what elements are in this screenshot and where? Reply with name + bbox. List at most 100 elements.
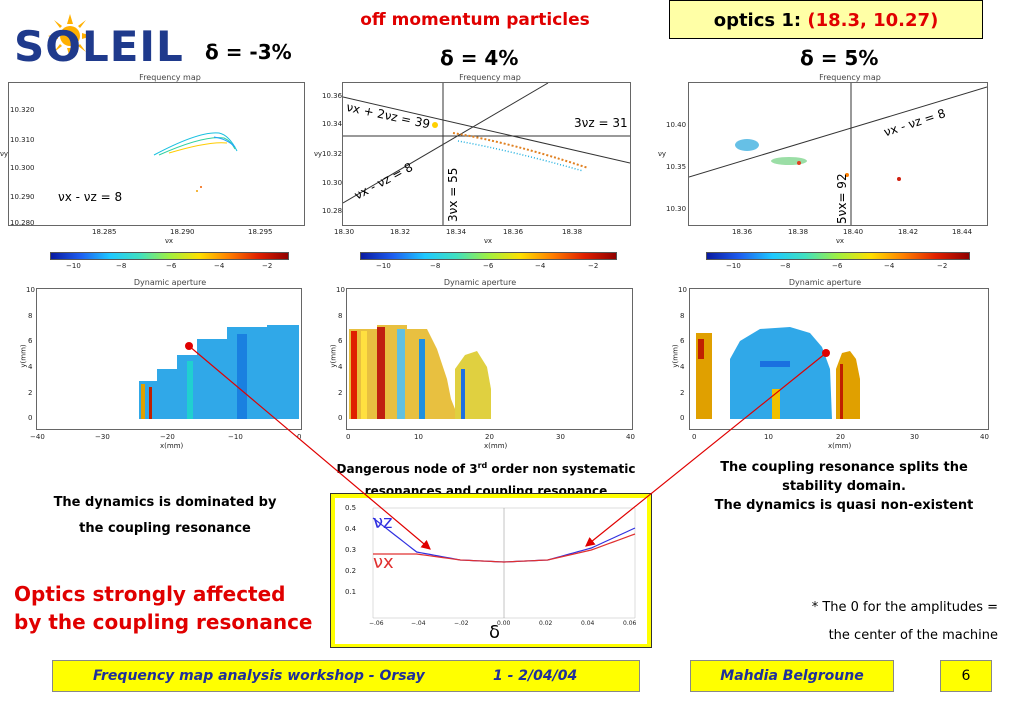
left-caption-line2: the coupling resonance bbox=[79, 521, 251, 536]
da3-ytick: 8 bbox=[680, 312, 685, 320]
fmap3-scatter bbox=[688, 83, 988, 225]
da3-ytick: 4 bbox=[680, 363, 685, 371]
da3-title: Dynamic aperture bbox=[788, 278, 862, 287]
fmap1-ytick: 10.300 bbox=[10, 164, 35, 172]
da1-xtick: 0 bbox=[297, 433, 302, 441]
optics-box: optics 1: (18.3, 10.27) bbox=[669, 0, 983, 39]
tune-xlabel: δ bbox=[489, 622, 501, 643]
fmap3-xtick: 18.36 bbox=[732, 228, 753, 236]
fmap3-xlabel: νx bbox=[836, 237, 845, 245]
da2-xtick: 40 bbox=[626, 433, 635, 441]
cbar-tick: −2 bbox=[262, 262, 273, 270]
cbar-tick: −8 bbox=[116, 262, 127, 270]
da1-title: Dynamic aperture bbox=[133, 278, 207, 287]
fmap3-colorbar bbox=[706, 252, 970, 260]
cbar-tick: −10 bbox=[726, 262, 741, 270]
da3-xtick: 20 bbox=[836, 433, 845, 441]
da2-ytick: 4 bbox=[338, 363, 343, 371]
fmap3-xtick: 18.42 bbox=[898, 228, 919, 236]
fmap2-resonance-label: 3νz = 31 bbox=[574, 116, 628, 130]
fmap2-xtick: 18.30 bbox=[334, 228, 355, 236]
conclusion: Optics strongly affected by the coupling… bbox=[14, 580, 313, 636]
da2-plot bbox=[346, 288, 633, 430]
fmap1-ytick: 10.280 bbox=[10, 219, 35, 227]
da3-xtick: 0 bbox=[692, 433, 697, 441]
da3-ytick: 6 bbox=[680, 337, 685, 345]
fmap1-ylabel: νy bbox=[0, 150, 9, 158]
tune-ytick: 0.1 bbox=[345, 588, 357, 596]
da1-ytick: 0 bbox=[28, 414, 33, 422]
da2-title: Dynamic aperture bbox=[443, 278, 517, 287]
fmap3-plot bbox=[688, 82, 988, 226]
nu-x-label: νx bbox=[373, 552, 394, 573]
fmap3-xtick: 18.38 bbox=[788, 228, 809, 236]
fmap1-xlabel: νx bbox=[165, 237, 174, 245]
delta-label-2: δ = 4% bbox=[440, 46, 519, 70]
fmap2-scatter bbox=[342, 82, 631, 225]
fmap2-ytick: 10.28 bbox=[322, 207, 343, 215]
tune-ytick: 0.3 bbox=[345, 546, 357, 554]
center-caption-line1: Dangerous node of 3 bbox=[336, 462, 478, 476]
fmap3-xtick: 18.40 bbox=[843, 228, 864, 236]
cbar-tick: −2 bbox=[588, 262, 599, 270]
right-caption-line3: The dynamics is quasi non-existent bbox=[714, 498, 974, 513]
right-caption: The coupling resonance splits the stabil… bbox=[694, 458, 994, 515]
footer-workshop: Frequency map analysis workshop - Orsay bbox=[93, 668, 425, 684]
da2-map bbox=[349, 325, 491, 419]
conclusion-line2: by the coupling resonance bbox=[14, 610, 313, 634]
footer-bar: Frequency map analysis workshop - Orsay … bbox=[52, 660, 640, 692]
soleil-logo: SOLEIL bbox=[14, 8, 204, 71]
conclusion-line1: Optics strongly affected bbox=[14, 582, 286, 606]
tune-xtick: −.02 bbox=[454, 620, 469, 627]
amplitude-note-line2: the center of the machine bbox=[828, 628, 998, 643]
da1-ytick: 10 bbox=[26, 286, 35, 294]
cbar-tick: −8 bbox=[780, 262, 791, 270]
sun-icon bbox=[48, 14, 92, 58]
left-caption-line1: The dynamics is dominated by bbox=[53, 495, 277, 510]
cbar-tick: −10 bbox=[66, 262, 81, 270]
footer-author: Mahdia Belgroune bbox=[720, 668, 864, 684]
fmap2-ylabel: νy bbox=[314, 150, 323, 158]
footer-date: 1 - 2/04/04 bbox=[493, 668, 578, 684]
fmap1-xtick: 18.295 bbox=[248, 228, 273, 236]
da2-ytick: 8 bbox=[338, 312, 343, 320]
logo-text: SOLEIL bbox=[14, 22, 184, 71]
fmap2-xtick: 18.32 bbox=[390, 228, 411, 236]
arrow-left bbox=[188, 345, 431, 550]
da1-xtick: −10 bbox=[228, 433, 243, 441]
nu-x-line bbox=[373, 533, 636, 563]
tune-xtick: 0.00 bbox=[497, 620, 511, 627]
fmap3-ylabel: νy bbox=[658, 150, 667, 158]
arrow-right bbox=[585, 352, 827, 547]
tune-plot-box: 0.5 0.4 0.3 0.2 0.1 −.06 −.04 −.02 0.00 … bbox=[330, 493, 652, 648]
amplitude-note: * The 0 for the amplitudes = the center … bbox=[786, 594, 998, 650]
da1-ytick: 4 bbox=[28, 363, 33, 371]
da1-xtick: −40 bbox=[30, 433, 45, 441]
fmap3-ytick: 10.40 bbox=[666, 121, 687, 129]
fmap1-ytick: 10.290 bbox=[10, 193, 35, 201]
tune-ytick: 0.4 bbox=[345, 525, 357, 533]
da3-plot bbox=[689, 288, 989, 430]
fmap2-xlabel: νx bbox=[484, 237, 493, 245]
optics-label: optics 1: bbox=[713, 10, 802, 31]
fmap2-ytick: 10.34 bbox=[322, 120, 343, 128]
fmap1-scatter bbox=[153, 132, 238, 192]
delta-label-3: δ = 5% bbox=[800, 46, 879, 70]
fmap1-title: Frequency map bbox=[139, 73, 201, 82]
fmap2-ytick: 10.30 bbox=[322, 179, 343, 187]
fmap3-ytick: 10.35 bbox=[666, 163, 687, 171]
left-caption: The dynamics is dominated by the couplin… bbox=[30, 490, 300, 542]
cbar-tick: −6 bbox=[483, 262, 494, 270]
fmap2-plot bbox=[342, 82, 631, 226]
nu-z-label: νz bbox=[373, 512, 393, 533]
da2-ytick: 2 bbox=[338, 389, 343, 397]
da2-ytick: 0 bbox=[338, 414, 343, 422]
da3-xtick: 30 bbox=[910, 433, 919, 441]
fmap1-resonance-label: νx - νz = 8 bbox=[58, 190, 123, 204]
delta-label-1: δ = -3% bbox=[205, 40, 292, 64]
fmap1-colorbar bbox=[50, 252, 289, 260]
da2-ytick: 6 bbox=[338, 337, 343, 345]
cbar-tick: −4 bbox=[214, 262, 225, 270]
fmap1-xtick: 18.290 bbox=[170, 228, 195, 236]
